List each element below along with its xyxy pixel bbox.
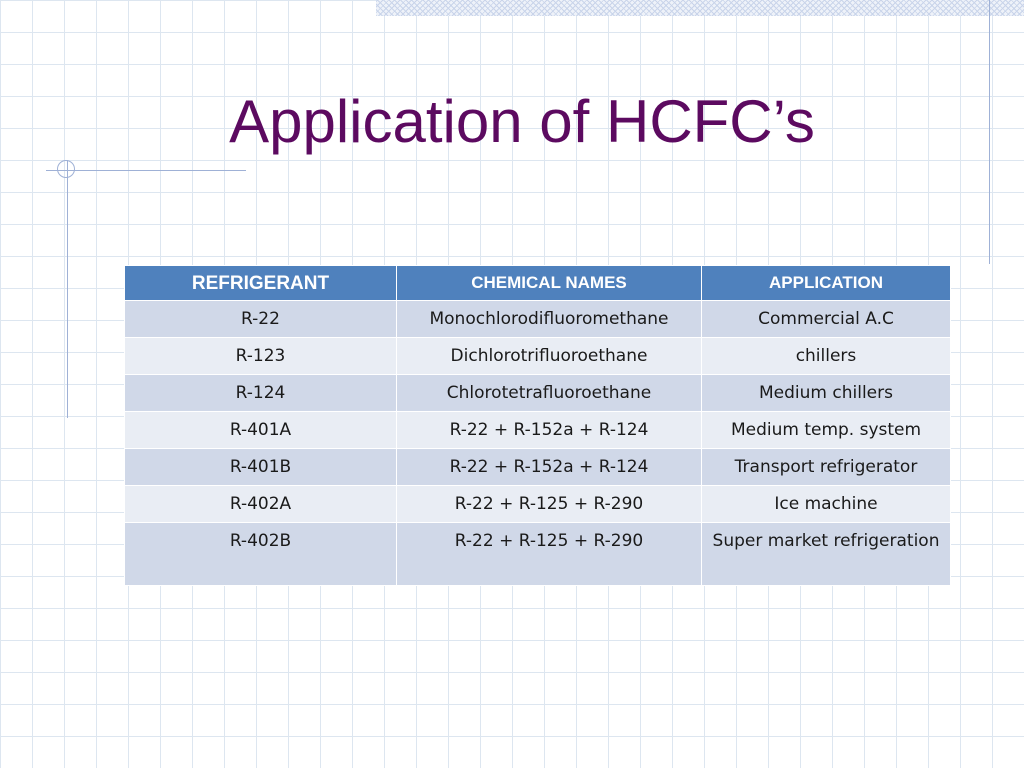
application-cell: Medium temp. system xyxy=(701,411,951,449)
refrigerant-cell: R-402A xyxy=(124,485,397,523)
chemical-name-cell: Dichlorotrifluoroethane xyxy=(396,337,702,375)
refrigerant-cell: R-401B xyxy=(124,448,397,486)
chemical-name-cell: R-22 + R-125 + R-290 xyxy=(396,485,702,523)
table-row: R-402B R-22 + R-125 + R-290 Super market… xyxy=(124,522,951,586)
decorative-ring xyxy=(57,160,75,178)
title-underline-decoration xyxy=(46,170,246,171)
table-row: R-22 Monochlorodifluoromethane Commercia… xyxy=(124,300,951,338)
chemical-name-cell: Chlorotetrafluoroethane xyxy=(396,374,702,412)
refrigerant-table: REFRIGERANT CHEMICAL NAMES APPLICATION R… xyxy=(124,265,951,586)
table-row: R-402A R-22 + R-125 + R-290 Ice machine xyxy=(124,485,951,523)
application-cell: Ice machine xyxy=(701,485,951,523)
header-refrigerant: REFRIGERANT xyxy=(124,265,397,301)
slide-title: Application of HCFC’s xyxy=(229,88,815,155)
table-row: R-401A R-22 + R-152a + R-124 Medium temp… xyxy=(124,411,951,449)
top-decorative-band xyxy=(376,0,1024,16)
application-cell: chillers xyxy=(701,337,951,375)
chemical-name-cell: R-22 + R-152a + R-124 xyxy=(396,448,702,486)
right-decorative-line xyxy=(989,0,990,264)
application-cell: Commercial A.C xyxy=(701,300,951,338)
application-cell: Medium chillers xyxy=(701,374,951,412)
refrigerant-cell: R-124 xyxy=(124,374,397,412)
refrigerant-cell: R-22 xyxy=(124,300,397,338)
header-chemical-names: CHEMICAL NAMES xyxy=(396,265,702,301)
table-row: R-123 Dichlorotrifluoroethane chillers xyxy=(124,337,951,375)
refrigerant-cell: R-401A xyxy=(124,411,397,449)
refrigerant-cell: R-402B xyxy=(124,522,397,586)
table-row: R-401B R-22 + R-152a + R-124 Transport r… xyxy=(124,448,951,486)
left-decorative-line xyxy=(67,160,68,418)
table-row: R-124 Chlorotetrafluoroethane Medium chi… xyxy=(124,374,951,412)
table-header-row: REFRIGERANT CHEMICAL NAMES APPLICATION xyxy=(124,265,951,301)
chemical-name-cell: R-22 + R-125 + R-290 xyxy=(396,522,702,586)
chemical-name-cell: Monochlorodifluoromethane xyxy=(396,300,702,338)
application-cell: Transport refrigerator xyxy=(701,448,951,486)
header-application: APPLICATION xyxy=(701,265,951,301)
refrigerant-cell: R-123 xyxy=(124,337,397,375)
chemical-name-cell: R-22 + R-152a + R-124 xyxy=(396,411,702,449)
application-cell: Super market refrigeration xyxy=(701,522,951,586)
